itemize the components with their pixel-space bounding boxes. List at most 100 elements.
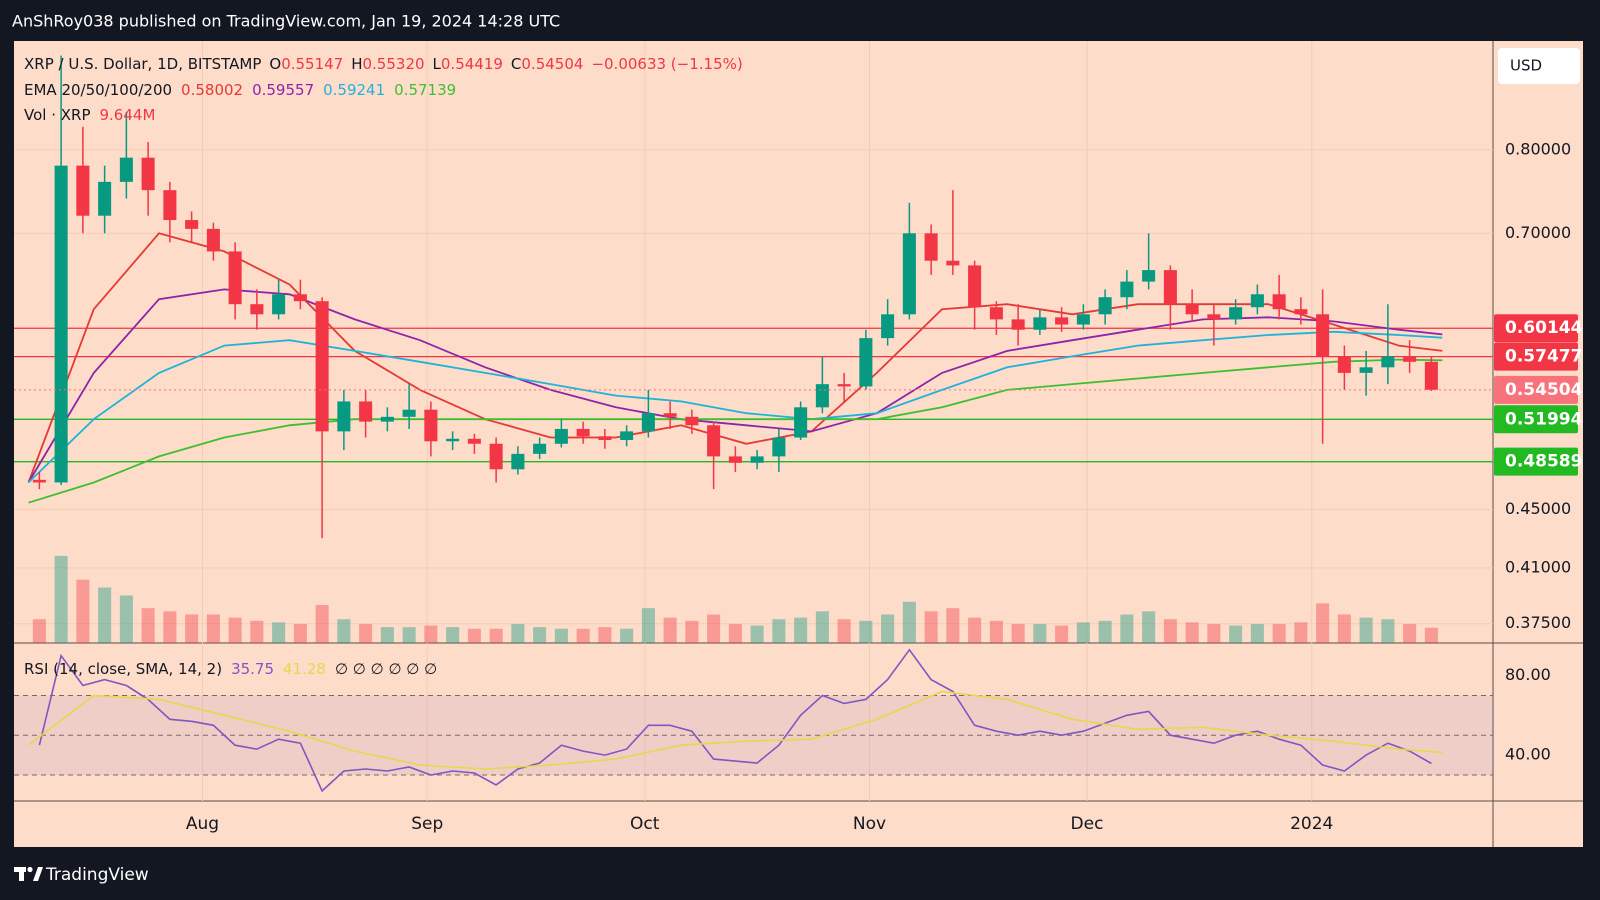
candle-body <box>1337 356 1351 373</box>
volume-bar <box>54 555 68 643</box>
volume-bar <box>1229 625 1243 643</box>
volume-bar <box>163 611 177 643</box>
candle-body <box>576 428 590 437</box>
rsi-line <box>38 648 1432 793</box>
volume-bar <box>424 625 438 643</box>
ema-line <box>27 330 1443 484</box>
ema-line <box>27 288 1443 483</box>
volume-bar <box>511 623 525 643</box>
candle-body <box>881 314 895 339</box>
footer-logo-icon <box>14 866 43 881</box>
volume-name: Vol · XRP <box>24 106 91 124</box>
x-tick-label: 2024 <box>1290 814 1333 834</box>
candle-body <box>707 425 721 457</box>
volume-bar <box>1098 620 1112 643</box>
candle-body <box>141 157 155 191</box>
candle-body <box>663 413 677 417</box>
chart-background <box>14 41 1583 847</box>
candle-body <box>1185 304 1199 315</box>
candle-body <box>989 307 1003 320</box>
candle-body <box>1403 356 1417 362</box>
ohlc-value: 0.55147 <box>281 55 343 73</box>
candle-body <box>315 301 329 432</box>
rsi-sma-line <box>28 690 1443 770</box>
x-tick-label: Nov <box>853 814 886 834</box>
volume-bar <box>1294 622 1308 643</box>
volume-bar <box>446 627 460 643</box>
level-label-box <box>1494 342 1578 371</box>
footer-logo: TradingView <box>45 865 149 885</box>
legend-row: RSI (14, close, SMA, 14, 2) 35.75 41.28 ∅ ∅… <box>24 660 437 678</box>
volume-bar <box>794 617 808 643</box>
volume-bar <box>598 627 612 643</box>
candle-body <box>859 338 873 387</box>
volume-bar <box>750 625 764 643</box>
level-label-box <box>1494 447 1578 476</box>
rsi-name: RSI (14, close, SMA, 14, 2) <box>24 660 222 678</box>
volume-bar <box>1120 614 1134 643</box>
candle-body <box>1272 294 1286 310</box>
candle-body <box>185 220 199 229</box>
volume-bar <box>1033 623 1047 643</box>
candle-body <box>76 165 90 216</box>
volume-bar <box>1403 623 1417 643</box>
volume-bar <box>641 608 655 643</box>
currency-label[interactable]: USD <box>1510 57 1542 75</box>
candle-body <box>685 416 699 426</box>
candle-body <box>1381 356 1395 368</box>
volume-bar <box>250 620 264 643</box>
ema-line <box>28 358 1443 504</box>
candle-body <box>598 436 612 441</box>
ema-value: 0.59557 <box>252 81 314 99</box>
candle-body <box>402 409 416 417</box>
candle-body <box>946 260 960 266</box>
volume-bar <box>1250 623 1264 643</box>
rsi-tick-label: 40.00 <box>1505 745 1551 764</box>
volume-bar <box>989 620 1003 643</box>
symbol: XRP / U.S. Dollar, 1D, BITSTAMP <box>24 55 261 73</box>
change: −0.00633 (−1.15%) <box>591 55 742 73</box>
candle-body <box>750 456 764 463</box>
candle-body <box>1098 297 1112 315</box>
volume-bar <box>402 627 416 643</box>
volume-bar <box>185 614 199 643</box>
candle-body <box>467 438 481 444</box>
candle-body <box>1424 361 1438 390</box>
volume-bar <box>1424 627 1438 643</box>
currency-button[interactable] <box>1498 48 1580 84</box>
candle-body <box>794 407 808 438</box>
volume-bar <box>772 619 786 643</box>
candle-body <box>380 416 394 422</box>
ohlc-value: 0.54419 <box>441 55 503 73</box>
ohlc-key: L <box>433 55 442 73</box>
level-label: 0.57477 <box>1505 347 1582 367</box>
candle-body <box>228 251 242 305</box>
rsi-sma-value: 41.28 <box>283 660 326 678</box>
ohlc-key: O <box>269 55 281 73</box>
candle-body <box>293 294 307 302</box>
candle-body <box>272 294 286 315</box>
volume-bar <box>315 604 329 643</box>
volume-bar <box>620 628 634 643</box>
volume-bar <box>1337 614 1351 643</box>
candle-body <box>1359 367 1373 373</box>
x-tick-label: Aug <box>186 814 219 834</box>
volume-bar <box>685 620 699 643</box>
candle-body <box>1120 281 1134 298</box>
volume-bar <box>1185 622 1199 643</box>
ema-value: 0.59241 <box>323 81 385 99</box>
volume-bar <box>1055 625 1069 643</box>
candle-body <box>641 413 655 432</box>
candle-body <box>446 438 460 442</box>
volume-bar <box>293 623 307 643</box>
candle-body <box>1163 270 1177 305</box>
candle-body <box>728 456 742 463</box>
volume-bar <box>1381 619 1395 643</box>
ema-value: 0.57139 <box>394 81 456 99</box>
ema-value: 0.58002 <box>181 81 243 99</box>
candle-body <box>1250 294 1264 308</box>
candle-body <box>1076 314 1090 325</box>
volume-bar <box>1272 623 1286 643</box>
candle-body <box>533 443 547 454</box>
